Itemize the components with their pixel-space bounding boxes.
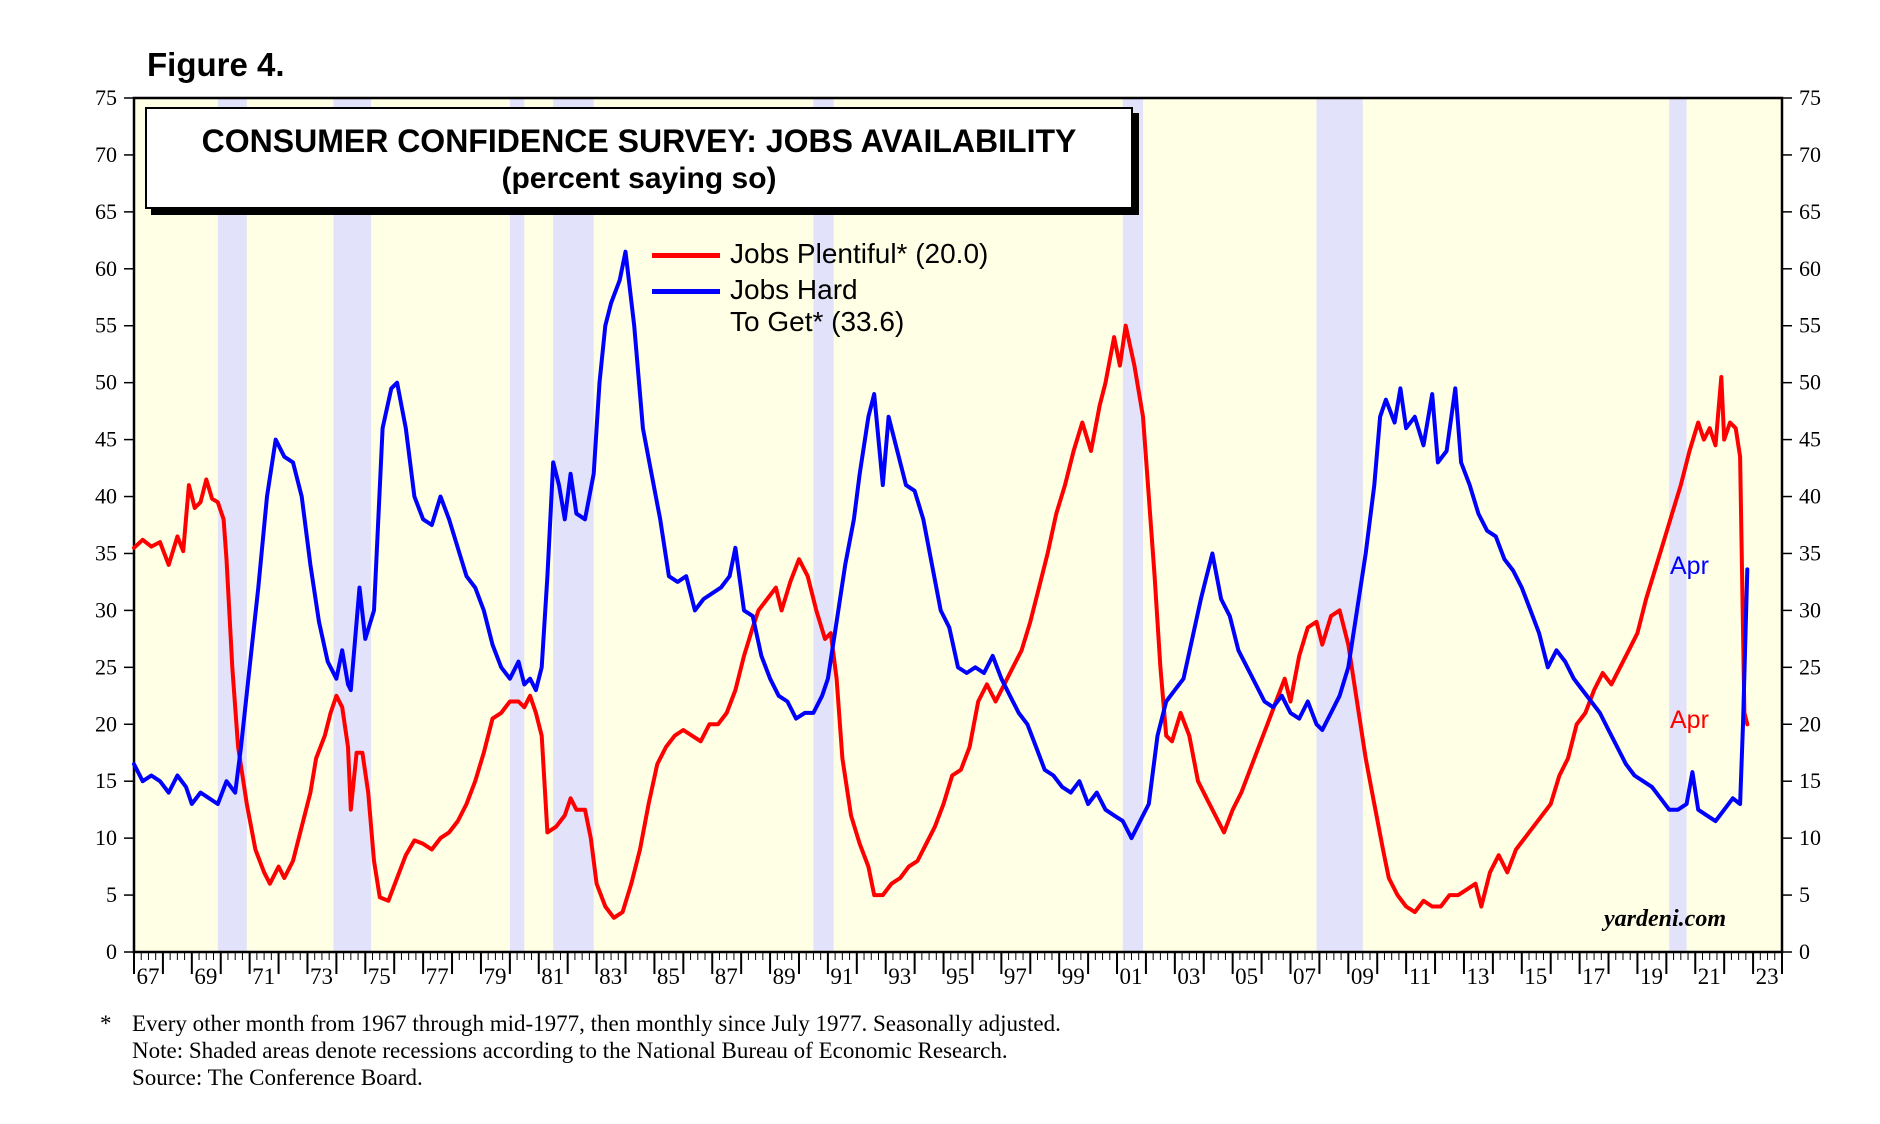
y-tick-label-left: 10 [95, 825, 117, 850]
series-line-jobs-hard-to-get [132, 249, 1750, 841]
x-tick-label: 21 [1698, 964, 1721, 989]
x-tick-label: 03 [1177, 964, 1200, 989]
y-tick-label-right: 20 [1799, 711, 1821, 736]
y-tick-label-left: 15 [95, 768, 117, 793]
y-tick-label-left: 40 [95, 484, 117, 509]
chart-title-box: CONSUMER CONFIDENCE SURVEY: JOBS AVAILAB… [145, 107, 1133, 209]
legend-label-hard: Jobs Hard To Get* (33.6) [730, 274, 904, 338]
x-tick-label: 89 [773, 964, 796, 989]
end-label-hard: Apr [1670, 552, 1709, 580]
y-tick-label-right: 45 [1799, 427, 1821, 452]
recession-band [509, 98, 525, 952]
x-tick-label: 11 [1409, 964, 1431, 989]
recession-band [1316, 98, 1363, 952]
legend-swatch-hard [652, 289, 720, 294]
footnote-line-1: Every other month from 1967 through mid-… [132, 1011, 1061, 1036]
y-tick-label-left: 50 [95, 370, 117, 395]
y-tick-label-left: 25 [95, 654, 117, 679]
x-tick-label: 75 [368, 964, 391, 989]
x-tick-label: 85 [657, 964, 680, 989]
series-lines [132, 249, 1750, 920]
y-tick-label-left: 35 [95, 540, 117, 565]
x-tick-label: 01 [1120, 964, 1143, 989]
y-tick-label-right: 15 [1799, 768, 1821, 793]
x-tick-label: 09 [1351, 964, 1374, 989]
footnote-line-3: Source: The Conference Board. [132, 1065, 423, 1090]
recession-band [813, 98, 834, 952]
figure-label: Figure 4. [147, 46, 285, 83]
footnotes: * Every other month from 1967 through mi… [100, 1010, 1061, 1091]
y-tick-label-right: 30 [1799, 597, 1821, 622]
x-tick-label: 69 [194, 964, 217, 989]
y-tick-label-right: 25 [1799, 654, 1821, 679]
source-credit: yardeni.com [1604, 906, 1726, 932]
x-tick-label: 71 [252, 964, 275, 989]
y-tick-label-left: 60 [95, 256, 117, 281]
y-tick-label-right: 75 [1799, 85, 1821, 110]
y-tick-label-right: 40 [1799, 484, 1821, 509]
legend-swatch-plentiful [652, 253, 720, 258]
x-tick-label: 77 [426, 964, 449, 989]
x-tick-label: 79 [483, 964, 506, 989]
x-tick-label: 91 [830, 964, 853, 989]
y-tick-label-left: 75 [95, 85, 117, 110]
plot-area [134, 98, 1782, 952]
y-tick-label-right: 10 [1799, 825, 1821, 850]
x-tick-label: 97 [1004, 964, 1027, 989]
x-tick-label: 05 [1235, 964, 1258, 989]
x-tick-label: 07 [1293, 964, 1316, 989]
y-tick-label-left: 65 [95, 199, 117, 224]
y-tick-label-right: 60 [1799, 256, 1821, 281]
y-tick-label-left: 55 [95, 313, 117, 338]
x-tick-label: 73 [310, 964, 333, 989]
y-tick-label-right: 35 [1799, 540, 1821, 565]
y-tick-label-right: 55 [1799, 313, 1821, 338]
y-tick-label-left: 30 [95, 597, 117, 622]
x-tick-label: 17 [1582, 964, 1605, 989]
footnote-star: * [100, 1011, 112, 1036]
recession-band [333, 98, 372, 952]
x-tick-label: 13 [1466, 964, 1489, 989]
y-tick-label-left: 20 [95, 711, 117, 736]
recession-band [1122, 98, 1144, 952]
footnote-line-2: Note: Shaded areas denote recessions acc… [132, 1038, 1008, 1063]
recession-band [1669, 98, 1687, 952]
x-tick-label: 19 [1640, 964, 1663, 989]
x-tick-label: 95 [946, 964, 969, 989]
legend-label-plentiful: Jobs Plentiful* (20.0) [730, 238, 989, 269]
y-tick-label-right: 50 [1799, 370, 1821, 395]
x-tick-label: 15 [1524, 964, 1547, 989]
x-tick-label: 81 [541, 964, 564, 989]
x-tick-label: 93 [888, 964, 911, 989]
plot-background [134, 98, 1782, 952]
y-tick-label-right: 70 [1799, 142, 1821, 167]
x-tick-label: 67 [137, 964, 160, 989]
y-tick-label-left: 5 [106, 882, 117, 907]
x-tick-label: 87 [715, 964, 738, 989]
end-label-plentiful: Apr [1670, 706, 1709, 734]
chart-title: CONSUMER CONFIDENCE SURVEY: JOBS AVAILAB… [201, 123, 1077, 159]
x-tick-label: 23 [1756, 964, 1779, 989]
y-tick-label-right: 65 [1799, 199, 1821, 224]
y-tick-label-left: 70 [95, 142, 117, 167]
y-tick-label-right: 0 [1799, 939, 1810, 964]
series-line-jobs-plentiful [132, 323, 1750, 920]
chart-subtitle: (percent saying so) [501, 162, 777, 195]
legend-label-hard-line1: Jobs Hard [730, 274, 858, 305]
y-tick-label-left: 0 [106, 939, 117, 964]
x-tick-label: 83 [599, 964, 622, 989]
legend-label-hard-line2: To Get* (33.6) [730, 306, 905, 337]
y-tick-label-right: 5 [1799, 882, 1810, 907]
y-tick-label-left: 45 [95, 427, 117, 452]
x-tick-label: 99 [1062, 964, 1085, 989]
